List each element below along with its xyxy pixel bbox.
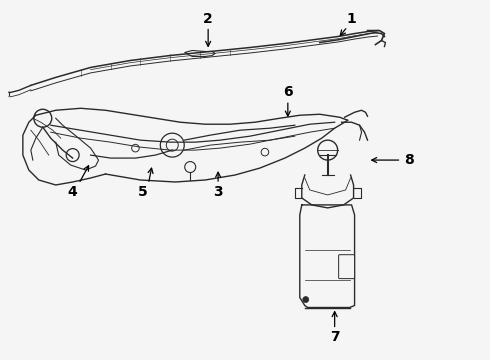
Text: 1: 1 — [347, 12, 356, 26]
Text: 5: 5 — [138, 185, 147, 199]
Circle shape — [303, 297, 309, 302]
Text: 4: 4 — [68, 185, 77, 199]
Text: 3: 3 — [213, 185, 223, 199]
FancyBboxPatch shape — [339, 255, 355, 279]
Text: 7: 7 — [330, 330, 340, 345]
Text: 2: 2 — [203, 12, 213, 26]
Text: 6: 6 — [283, 85, 293, 99]
Text: 8: 8 — [404, 153, 414, 167]
